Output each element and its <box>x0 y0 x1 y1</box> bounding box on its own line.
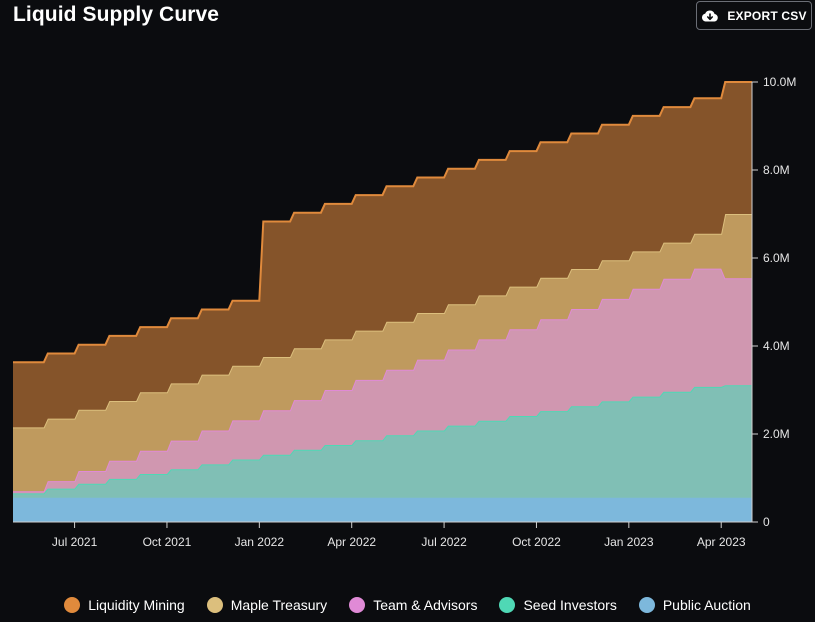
legend-item-team-advisors[interactable]: Team & Advisors <box>349 597 477 613</box>
x-tick-label: Oct 2021 <box>143 535 192 549</box>
legend-label: Team & Advisors <box>373 597 478 613</box>
area-maple-treasury[interactable] <box>13 214 752 492</box>
y-tick-label: 4.0M <box>763 339 790 353</box>
chart-legend: Liquidity Mining Maple Treasury Team & Adv… <box>0 594 815 616</box>
legend-label: Seed Investors <box>523 597 617 613</box>
y-tick-label: 8.0M <box>763 163 790 177</box>
export-csv-label: EXPORT CSV <box>727 8 807 23</box>
legend-swatch <box>638 597 655 613</box>
legend-swatch <box>349 597 366 613</box>
x-tick-label: Jul 2022 <box>421 535 467 549</box>
x-tick-label: Oct 2022 <box>512 535 561 549</box>
y-tick-label: 6.0M <box>763 251 790 265</box>
area-liquidity-mining[interactable] <box>13 82 752 428</box>
legend-swatch <box>206 597 223 613</box>
legend-label: Liquidity Mining <box>88 597 185 613</box>
legend-swatch <box>64 597 81 613</box>
line-liquidity-mining <box>13 81 752 364</box>
area-public-auction[interactable] <box>13 497 752 522</box>
legend-label: Public Auction <box>662 597 751 613</box>
supply-chart: Jul 2021 Oct 2021 Jan 2022 Apr 2022 Jul 2022… <box>13 75 796 549</box>
x-tick-label: Jan 2023 <box>604 535 654 549</box>
chart-title: Liquid Supply Curve <box>13 3 220 26</box>
y-tick-label: 2.0M <box>763 427 790 441</box>
cloud-download-icon <box>702 9 719 21</box>
legend-item-liquidity-mining[interactable]: Liquidity Mining <box>64 597 185 613</box>
export-csv-button[interactable]: EXPORT CSV <box>696 1 812 30</box>
line-maple-treasury <box>13 213 752 429</box>
chart-areas <box>13 81 752 522</box>
x-tick-label: Jan 2022 <box>235 535 285 549</box>
y-tick-label: 0 <box>763 515 770 529</box>
legend-swatch <box>499 597 516 613</box>
x-tick-label: Apr 2022 <box>327 535 376 549</box>
legend-label: Maple Treasury <box>230 597 328 613</box>
legend-item-seed-investors[interactable]: Seed Investors <box>499 597 617 613</box>
legend-item-maple-treasury[interactable]: Maple Treasury <box>206 597 328 613</box>
area-team-advisors[interactable] <box>13 268 752 494</box>
x-tick-label: Apr 2023 <box>697 535 746 549</box>
legend-item-public-auction[interactable]: Public Auction <box>638 597 751 613</box>
y-tick-label: 10.0M <box>763 75 796 89</box>
chart-axes: Jul 2021 Oct 2021 Jan 2022 Apr 2022 Jul 2022… <box>13 75 796 549</box>
x-tick-label: Jul 2021 <box>52 535 98 549</box>
line-team-advisors <box>13 267 752 493</box>
